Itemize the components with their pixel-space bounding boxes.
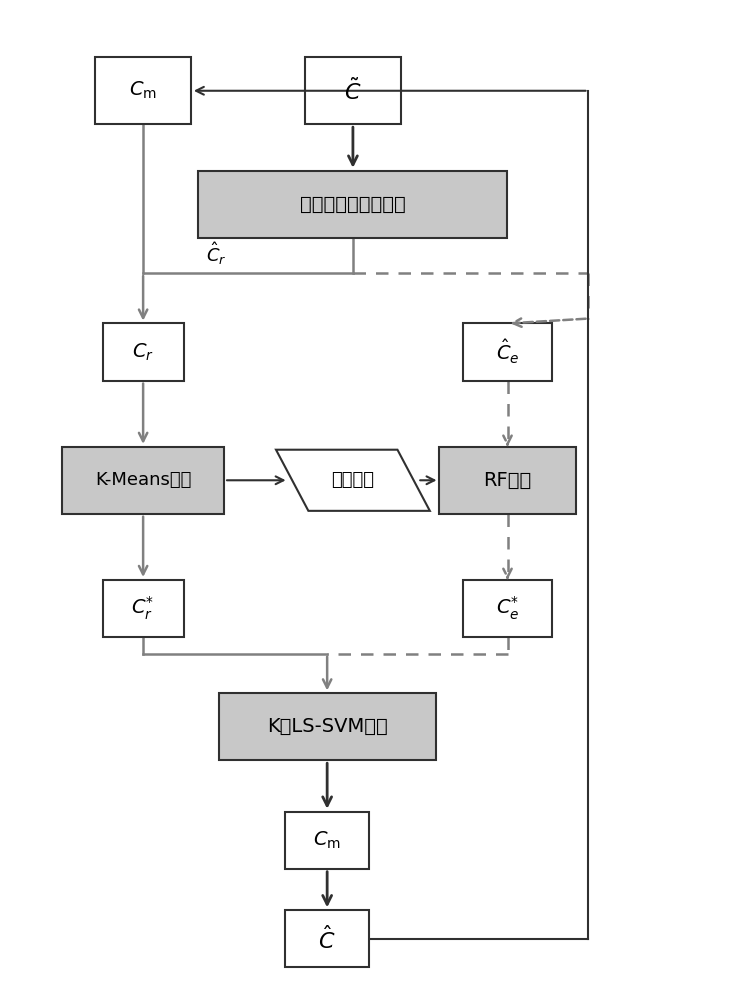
Text: $\hat{C}_{r}$: $\hat{C}_{r}$ [206, 241, 226, 267]
FancyBboxPatch shape [285, 812, 370, 869]
Text: $C_{r}^{*}$: $C_{r}^{*}$ [131, 595, 154, 622]
FancyBboxPatch shape [285, 910, 370, 967]
FancyBboxPatch shape [95, 57, 191, 124]
Text: $C_{\mathrm{m}}$: $C_{\mathrm{m}}$ [129, 80, 157, 101]
Text: $\hat{C}_{e}$: $\hat{C}_{e}$ [496, 338, 519, 366]
FancyBboxPatch shape [305, 57, 401, 124]
Text: K-Means聚类: K-Means聚类 [95, 471, 191, 489]
FancyBboxPatch shape [103, 580, 184, 637]
Text: $C_{\mathrm{m}}$: $C_{\mathrm{m}}$ [314, 830, 341, 851]
FancyBboxPatch shape [62, 447, 224, 514]
FancyBboxPatch shape [464, 323, 552, 381]
Text: $\hat{C}$: $\hat{C}$ [319, 925, 336, 953]
Text: 类别信息: 类别信息 [332, 471, 374, 489]
FancyBboxPatch shape [103, 323, 184, 381]
Text: K个LS-SVM模型: K个LS-SVM模型 [267, 717, 388, 736]
FancyBboxPatch shape [218, 693, 436, 760]
Text: 通过灵敏度矩阵恢复: 通过灵敏度矩阵恢复 [300, 195, 406, 214]
Polygon shape [276, 450, 430, 511]
FancyBboxPatch shape [464, 580, 552, 637]
Text: RF分类: RF分类 [484, 471, 532, 490]
Text: $\tilde{C}$: $\tilde{C}$ [344, 78, 362, 104]
FancyBboxPatch shape [198, 171, 508, 238]
Text: $C_{e}^{*}$: $C_{e}^{*}$ [496, 595, 519, 622]
FancyBboxPatch shape [440, 447, 575, 514]
Text: $C_{r}$: $C_{r}$ [132, 341, 154, 363]
